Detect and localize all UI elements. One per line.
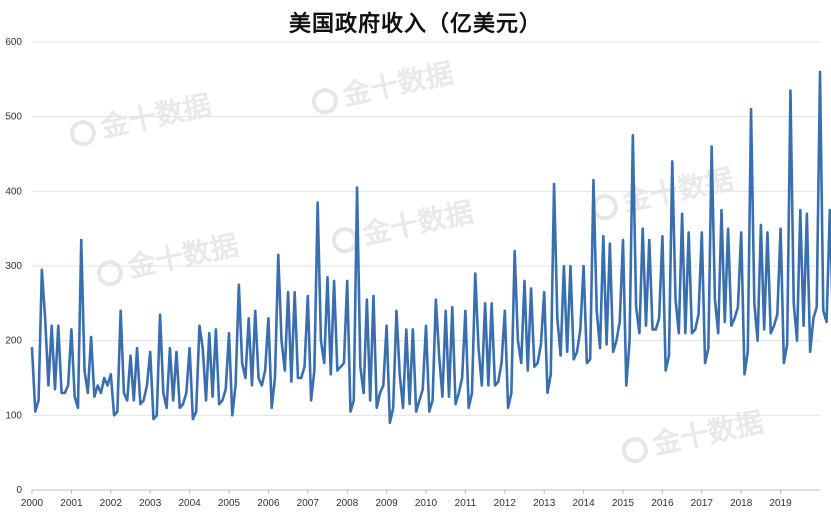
x-tick-label: 2011: [455, 498, 477, 509]
x-tick-label: 2004: [178, 498, 201, 509]
series-group: [30, 70, 831, 425]
x-tick-label: 2001: [60, 498, 83, 509]
x-tick-label: 2016: [651, 498, 674, 509]
x-tick-label: 2019: [769, 498, 792, 509]
x-tick-label: 2005: [218, 498, 241, 509]
x-tick-label: 2017: [691, 498, 714, 509]
x-tick-label: 2002: [100, 498, 123, 509]
y-axis: 0 100 200 300 400 500 600: [5, 37, 22, 496]
y-tick-label: 200: [5, 336, 22, 347]
chart-title: 美国政府收入（亿美元）: [288, 12, 542, 37]
x-tick-label: 2013: [533, 498, 556, 509]
x-tick-label: 2009: [375, 498, 398, 509]
y-tick-label: 100: [5, 410, 22, 421]
y-tick-label: 0: [16, 485, 22, 496]
x-tick-label: 2015: [612, 498, 635, 509]
y-tick-label: 300: [5, 261, 22, 272]
x-tick-label: 2008: [336, 498, 359, 509]
x-tick-label: 2000: [21, 498, 44, 509]
x-tick-label: 2012: [494, 498, 517, 509]
x-tick-label: 2010: [415, 498, 438, 509]
y-tick-label: 600: [5, 37, 22, 48]
y-tick-label: 500: [5, 112, 22, 123]
x-tick-label: 2003: [139, 498, 162, 509]
x-tick-label: 2007: [297, 498, 320, 509]
y-tick-label: 400: [5, 186, 22, 197]
x-tick-label: 2006: [257, 498, 280, 509]
series-line: [30, 70, 831, 425]
x-axis: 2000 2001 2002 2003 2004 2005 2006 2007 2008 2009…: [21, 490, 792, 509]
x-tick-label: 2018: [730, 498, 753, 509]
x-tick-label: 2014: [572, 498, 595, 509]
